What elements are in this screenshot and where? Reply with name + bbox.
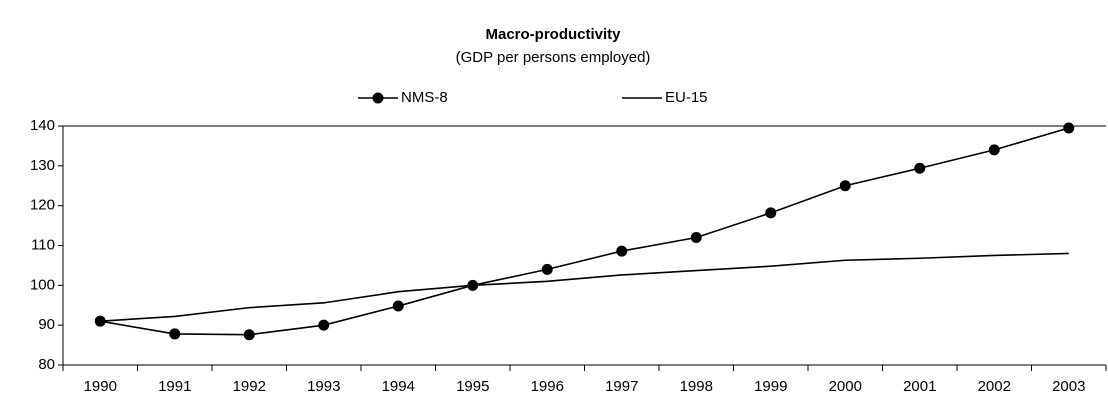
data-point	[914, 162, 926, 174]
x-tick-label: 2001	[903, 378, 936, 395]
x-tick-label: 2003	[1052, 378, 1085, 395]
data-point	[988, 144, 1000, 156]
x-tick-label: 1991	[158, 378, 191, 395]
y-tick-label: 90	[38, 316, 55, 333]
x-tick-label: 1996	[531, 378, 564, 395]
chart-title: Macro-productivity	[485, 26, 621, 43]
x-tick-label: 2000	[829, 378, 862, 395]
y-tick-label: 100	[30, 276, 55, 293]
data-point	[318, 319, 330, 331]
data-point	[541, 263, 553, 275]
x-tick-label: 1993	[307, 378, 340, 395]
data-point	[765, 207, 777, 219]
legend-label: EU-15	[665, 89, 708, 106]
x-tick-label: 1994	[382, 378, 415, 395]
x-tick-label: 1995	[456, 378, 489, 395]
x-tick-label: 1992	[233, 378, 266, 395]
chart-subtitle: (GDP per persons employed)	[456, 49, 651, 66]
y-tick-label: 140	[30, 117, 55, 134]
series-line	[100, 127, 1069, 336]
x-tick-label: 1990	[84, 378, 117, 395]
legend-label: NMS-8	[401, 89, 448, 106]
x-tick-label: 1999	[754, 378, 787, 395]
x-tick-label: 1997	[605, 378, 638, 395]
x-tick-label: 2002	[978, 378, 1011, 395]
data-point	[392, 300, 404, 312]
legend-marker	[372, 92, 384, 104]
y-tick-label: 130	[30, 157, 55, 174]
y-tick-label: 80	[38, 356, 55, 373]
data-point	[839, 180, 851, 192]
series-line	[100, 252, 1069, 322]
x-tick-label: 1998	[680, 378, 713, 395]
data-point	[243, 329, 255, 341]
data-point	[169, 328, 181, 340]
data-point	[616, 245, 628, 257]
data-point	[1063, 122, 1075, 134]
y-tick-label: 120	[30, 197, 55, 214]
data-point	[690, 232, 702, 244]
y-tick-label: 110	[31, 236, 55, 253]
